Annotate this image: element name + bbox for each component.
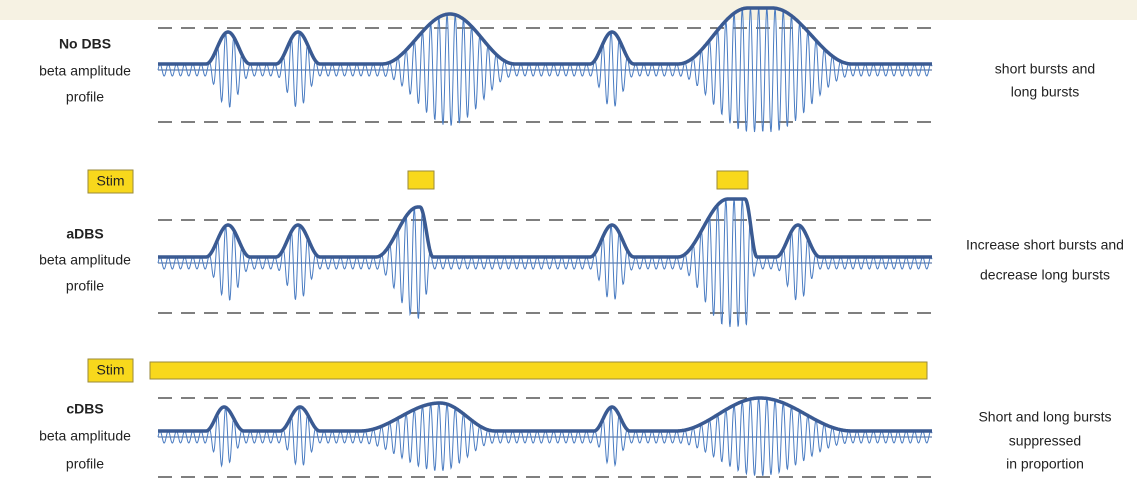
stim-box bbox=[87, 358, 134, 383]
top-band bbox=[0, 0, 1137, 20]
row-label: No DBS bbox=[59, 36, 111, 52]
row-sublabel: beta amplitude bbox=[39, 63, 131, 79]
stim-continuous bbox=[149, 361, 928, 380]
stim-label: Stim bbox=[97, 173, 125, 189]
amplitude-envelope bbox=[156, 6, 934, 66]
row-label: aDBS bbox=[66, 226, 103, 242]
row-description: suppressed bbox=[1009, 433, 1081, 449]
row-label: cDBS bbox=[66, 401, 103, 417]
amplitude-envelope bbox=[156, 396, 934, 433]
row-sublabel: beta amplitude bbox=[39, 428, 131, 444]
row-sublabel: profile bbox=[66, 456, 104, 472]
stim-pulse bbox=[716, 170, 749, 190]
row-description: in proportion bbox=[1006, 456, 1084, 472]
row-description: Increase short bursts and bbox=[966, 237, 1124, 253]
row-sublabel: profile bbox=[66, 278, 104, 294]
amplitude-envelope bbox=[156, 197, 934, 259]
row-sublabel: profile bbox=[66, 89, 104, 105]
row-description: Short and long bursts bbox=[978, 409, 1111, 425]
row-sublabel: beta amplitude bbox=[39, 252, 131, 268]
row-description: short bursts and bbox=[995, 61, 1095, 77]
row-description: long bursts bbox=[1011, 84, 1079, 100]
stim-label: Stim bbox=[97, 362, 125, 378]
stim-pulse bbox=[407, 170, 435, 190]
stim-box bbox=[87, 169, 134, 194]
row-description: decrease long bursts bbox=[980, 267, 1110, 283]
